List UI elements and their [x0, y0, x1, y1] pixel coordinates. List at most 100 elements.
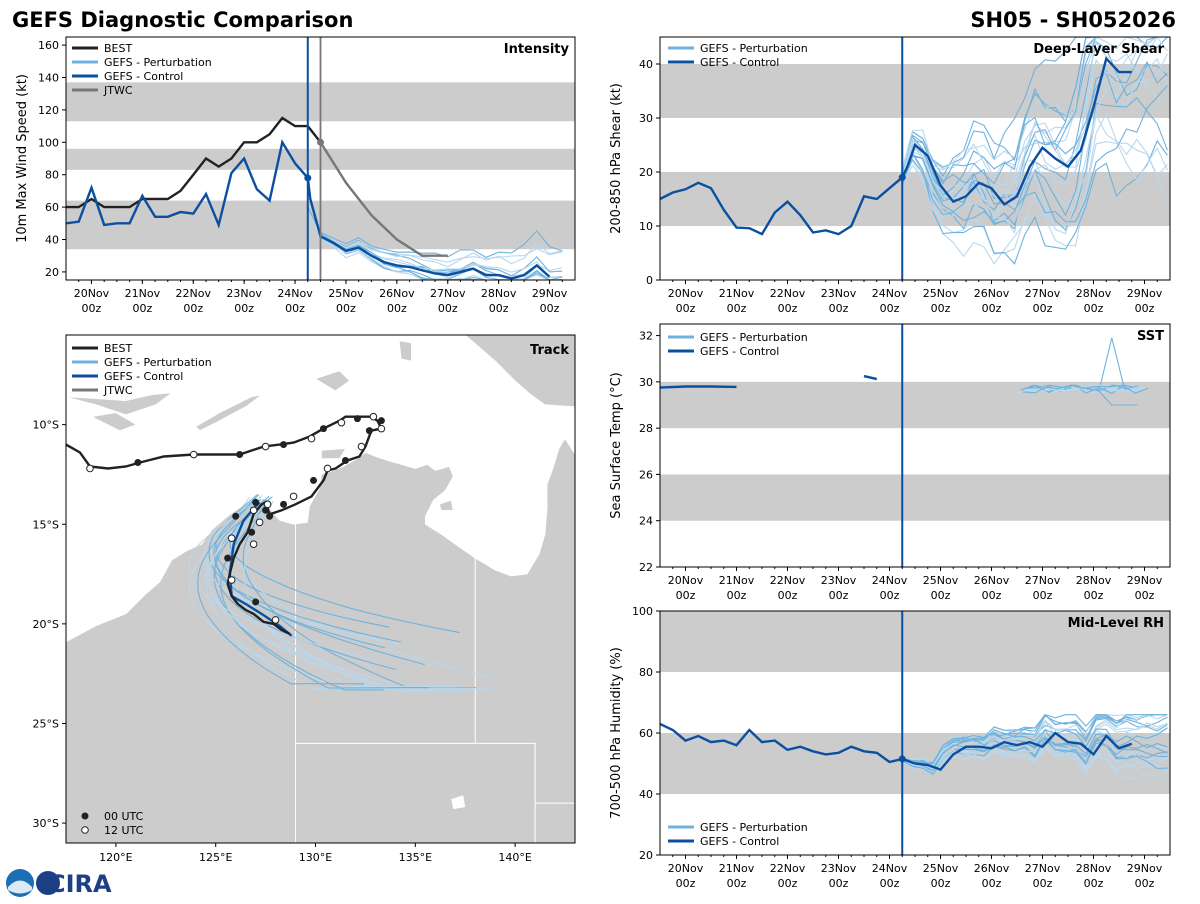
flores-sumbawa-island	[66, 392, 173, 416]
legend-label: JTWC	[103, 384, 133, 397]
best-track-00utc-point	[377, 417, 385, 425]
shaded-band-0	[660, 474, 1170, 521]
x-tick-sublabel: 00z	[880, 589, 900, 602]
perturbation-track	[229, 498, 460, 634]
x-tick-label: 135°E	[399, 851, 432, 864]
x-tick-sublabel: 00z	[778, 302, 798, 315]
australia-land	[66, 438, 575, 843]
y-axis-label: Sea Surface Temp (°C)	[609, 372, 624, 519]
axes-frame	[659, 36, 1171, 281]
x-tick-label: 25Nov	[328, 287, 364, 300]
perturbation-member-line	[901, 37, 1168, 178]
best-track-12utc-point	[307, 434, 316, 443]
y-tick-label: 22	[639, 561, 653, 574]
legend-label: GEFS - Perturbation	[700, 821, 808, 834]
legend-00utc-label: 00 UTC	[104, 810, 144, 823]
legend-label: GEFS - Perturbation	[104, 356, 212, 369]
perturbation-track	[197, 497, 365, 685]
x-tick-sublabel: 00z	[387, 302, 407, 315]
y-tick-label: 15°S	[33, 518, 59, 531]
perturbation-member-line	[901, 37, 1168, 203]
y-tick-label: 10	[639, 220, 653, 233]
y-tick-label: 80	[45, 169, 59, 182]
x-tick-sublabel: 00z	[778, 589, 798, 602]
best-track-12utc-point	[249, 506, 258, 515]
best-track-12utc-point	[263, 500, 272, 509]
perturbation-track	[188, 504, 325, 683]
panel-title: SST	[1137, 329, 1164, 344]
best-track-12utc-point	[261, 442, 270, 451]
y-tick-label: 40	[639, 58, 653, 71]
y-tick-label: 100	[632, 605, 653, 618]
perturbation-member-line	[902, 744, 1168, 774]
best-track-00utc-point	[280, 441, 288, 449]
perturbation-member-line	[307, 206, 563, 280]
perturbation-track	[203, 502, 400, 645]
y-tick-label: 60	[639, 727, 653, 740]
perturbation-member-line	[307, 206, 563, 280]
perturbation-member-line	[307, 206, 563, 263]
x-tick-sublabel: 00z	[676, 302, 696, 315]
best-track-00utc-point	[248, 528, 256, 536]
x-tick-label: 23Nov	[821, 862, 857, 875]
x-tick-label: 27Nov	[1025, 862, 1061, 875]
x-tick-sublabel: 00z	[1135, 589, 1155, 602]
panel-title: Mid-Level RH	[1068, 616, 1164, 631]
perturbation-track	[213, 494, 425, 666]
x-tick-sublabel: 00z	[982, 877, 1002, 890]
x-tick-sublabel: 00z	[1033, 589, 1053, 602]
sumba-island	[90, 412, 137, 431]
map-area	[66, 335, 575, 843]
x-tick-sublabel: 00z	[285, 302, 305, 315]
x-tick-sublabel: 00z	[931, 589, 951, 602]
legend-label: GEFS - Perturbation	[104, 56, 212, 69]
control-line	[66, 139, 551, 280]
best-track-00utc-point	[262, 506, 270, 514]
perturbation-member-line	[901, 85, 1168, 223]
x-tick-sublabel: 00z	[1033, 302, 1053, 315]
control-initial-marker	[898, 755, 906, 763]
best-line	[66, 116, 322, 209]
x-tick-sublabel: 00z	[727, 302, 747, 315]
perturbation-member-line	[901, 139, 1168, 265]
y-tick-label: 25°S	[33, 717, 59, 730]
cira-logo: CIRA	[6, 869, 112, 898]
y-tick-label: 60	[45, 201, 59, 214]
best-track-00utc-point	[365, 427, 373, 435]
groote-island	[438, 499, 454, 511]
legend-00utc-marker	[81, 812, 89, 820]
perturbation-member-line	[1036, 383, 1140, 392]
x-tick-sublabel: 00z	[676, 877, 696, 890]
x-tick-sublabel: 00z	[676, 589, 696, 602]
x-tick-label: 25Nov	[923, 287, 959, 300]
y-axis-label: 700-500 hPa Humidity (%)	[609, 647, 624, 819]
best-track-12utc-point	[189, 450, 198, 459]
perturbation-track	[214, 496, 386, 649]
x-tick-sublabel: 00z	[183, 302, 203, 315]
legend-label: GEFS - Control	[700, 835, 779, 848]
x-tick-label: 24Nov	[872, 574, 908, 587]
x-tick-sublabel: 00z	[1084, 589, 1104, 602]
x-tick-label: 22Nov	[176, 287, 212, 300]
x-tick-label: 27Nov	[430, 287, 466, 300]
x-tick-label: 26Nov	[974, 287, 1010, 300]
best-track-12utc-point	[323, 464, 332, 473]
y-tick-label: 32	[639, 330, 653, 343]
y-tick-label: 24	[639, 515, 653, 528]
tanimbar-island	[314, 370, 350, 392]
panel-title: Deep-Layer Shear	[1033, 42, 1164, 57]
globe-icon	[36, 871, 60, 895]
panel-title: Track	[530, 343, 569, 358]
x-tick-label: 140°E	[498, 851, 531, 864]
x-tick-label: 28Nov	[1076, 287, 1112, 300]
best-track-00utc-point	[266, 512, 274, 520]
storm-id: SH05 - SH052026	[970, 8, 1176, 32]
x-tick-label: 24Nov	[277, 287, 313, 300]
x-tick-label: 27Nov	[1025, 574, 1061, 587]
axes-frame	[65, 36, 576, 281]
control-initial-marker	[304, 174, 312, 182]
y-tick-label: 30°S	[33, 817, 59, 830]
x-tick-label: 20Nov	[668, 574, 704, 587]
control-track	[228, 501, 293, 637]
